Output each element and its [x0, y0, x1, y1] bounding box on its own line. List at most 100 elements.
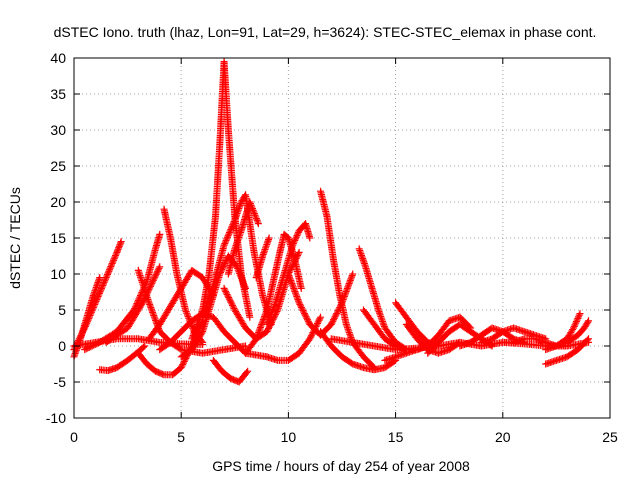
- data-point: [222, 258, 230, 266]
- data-point: [100, 278, 108, 286]
- data-point: [89, 305, 97, 313]
- data-point: [95, 291, 103, 299]
- data-point: [244, 367, 252, 375]
- data-point: [90, 341, 98, 349]
- data-point: [96, 288, 104, 296]
- data-point: [221, 240, 229, 248]
- data-point: [107, 263, 115, 271]
- data-point: [88, 342, 96, 350]
- data-point: [572, 319, 580, 327]
- y-tick-label: 20: [50, 194, 66, 210]
- data-point: [101, 275, 109, 283]
- data-point: [93, 340, 101, 348]
- data-point: [253, 216, 261, 224]
- data-point: [95, 289, 103, 297]
- data-point: [143, 290, 151, 298]
- data-point: [176, 345, 184, 353]
- data-point: [112, 250, 120, 258]
- data-point: [289, 240, 297, 248]
- data-point: [84, 344, 92, 352]
- x-tick-label: 0: [70, 429, 78, 445]
- series-18: [242, 230, 305, 357]
- series-6: [160, 205, 207, 346]
- data-point: [183, 309, 191, 317]
- data-point: [222, 236, 230, 244]
- data-point: [87, 308, 95, 316]
- data-point: [302, 313, 310, 321]
- data-point: [199, 338, 207, 346]
- data-point: [584, 318, 592, 326]
- data-point: [570, 322, 578, 330]
- x-tick-label: 5: [177, 429, 185, 445]
- series-31: [424, 320, 496, 357]
- data-point: [316, 315, 324, 323]
- data-point: [81, 322, 89, 330]
- series-20: [263, 220, 314, 328]
- data-point: [85, 343, 93, 351]
- data-point: [183, 311, 191, 319]
- data-point: [139, 297, 147, 305]
- data-point: [156, 230, 164, 238]
- x-axis-label: GPS time / hours of day 254 of year 2008: [212, 458, 470, 474]
- data-point: [117, 239, 125, 247]
- data-point: [77, 332, 85, 340]
- data-point: [298, 305, 306, 313]
- data-point: [182, 308, 190, 316]
- data-point: [154, 267, 162, 275]
- data-point: [184, 313, 192, 321]
- data-point: [220, 284, 228, 292]
- data-point: [575, 313, 583, 321]
- data-point: [177, 364, 185, 372]
- data-point: [310, 326, 318, 334]
- series-4: [96, 342, 149, 374]
- data-point: [488, 342, 496, 350]
- data-point: [149, 278, 157, 286]
- data-point: [76, 333, 84, 341]
- data-point: [181, 306, 189, 314]
- data-point: [289, 241, 297, 249]
- data-point: [294, 230, 302, 238]
- data-point: [251, 336, 259, 344]
- data-point: [149, 276, 157, 284]
- data-point: [225, 294, 233, 302]
- data-point: [303, 314, 311, 322]
- data-point: [574, 314, 582, 322]
- data-point: [315, 316, 323, 324]
- data-point: [92, 297, 100, 305]
- data-point: [271, 300, 279, 308]
- data-point: [133, 300, 141, 308]
- y-tick-label: -5: [54, 374, 67, 390]
- series-16: [209, 356, 252, 386]
- y-tick-label: 40: [50, 50, 66, 66]
- data-point: [155, 264, 163, 272]
- data-point: [248, 203, 256, 211]
- data-point: [104, 270, 111, 278]
- data-point: [330, 314, 338, 322]
- y-tick-label: 10: [50, 266, 66, 282]
- y-tick-label: 0: [58, 338, 66, 354]
- data-point: [295, 299, 303, 307]
- series-35: [542, 335, 593, 368]
- data-point: [228, 300, 236, 308]
- data-point: [332, 311, 340, 319]
- data-point: [569, 326, 577, 334]
- data-point: [101, 277, 109, 285]
- data-point: [75, 335, 83, 343]
- data-point: [110, 255, 118, 263]
- data-point: [250, 208, 258, 216]
- data-point: [247, 201, 255, 209]
- data-point: [109, 258, 117, 266]
- data-point: [112, 252, 120, 260]
- data-point: [198, 329, 206, 337]
- data-point: [267, 310, 275, 318]
- data-point: [328, 319, 336, 327]
- data-point: [265, 315, 273, 323]
- data-point: [311, 324, 319, 332]
- data-point: [246, 200, 254, 208]
- data-point: [572, 318, 580, 326]
- data-point: [108, 259, 116, 267]
- data-point: [152, 270, 160, 278]
- data-points: [70, 58, 593, 386]
- data-point: [229, 221, 237, 229]
- data-point: [91, 299, 99, 307]
